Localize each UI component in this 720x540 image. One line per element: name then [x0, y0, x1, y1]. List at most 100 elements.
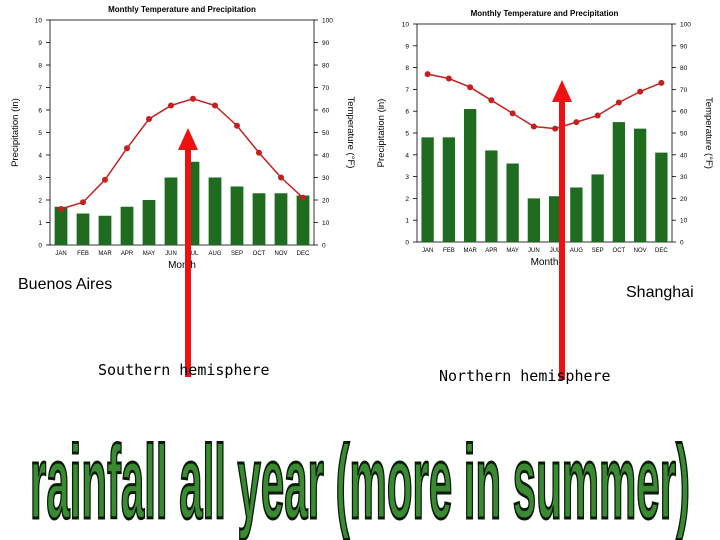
- y-tick-label: 10: [402, 22, 410, 29]
- temperature-point: [80, 199, 86, 206]
- y2-tick-label: 30: [322, 175, 330, 182]
- y2-tick-label: 10: [680, 218, 688, 225]
- y-tick-label: 1: [38, 220, 42, 227]
- y-tick-label: 2: [38, 198, 42, 205]
- y-tick-label: 5: [405, 131, 409, 138]
- plot-frame: [49, 19, 315, 246]
- x-tick-label: DEC: [655, 248, 668, 254]
- y-tick-label: 9: [38, 40, 42, 47]
- y-tick-label: 1: [405, 218, 409, 225]
- temperature-point: [168, 102, 174, 109]
- y-tick-label: 7: [405, 87, 409, 94]
- x-tick-label: AUG: [208, 251, 221, 257]
- temperature-point: [278, 174, 284, 181]
- precip-bar: [274, 193, 288, 245]
- y2-tick-label: 90: [322, 40, 330, 47]
- precip-bar: [570, 187, 583, 242]
- x-tick-label: MAR: [463, 248, 477, 254]
- y2-tick-label: 20: [322, 198, 330, 205]
- x-tick-label: OCT: [613, 248, 626, 254]
- x-tick-label: MAY: [506, 248, 519, 254]
- y2-tick-label: 40: [680, 152, 688, 159]
- precip-bar: [527, 198, 541, 242]
- x-tick-label: MAY: [143, 251, 156, 257]
- precip-bar: [76, 213, 90, 245]
- x-axis-label: Month: [168, 260, 196, 271]
- precip-bar: [591, 174, 604, 242]
- chart-title: Monthly Temperature and Precipitation: [471, 9, 619, 18]
- y2-axis-label: Temperature (°F): [345, 97, 356, 169]
- y2-tick-label: 80: [680, 65, 688, 72]
- y-tick-label: 8: [405, 65, 409, 72]
- x-tick-label: FEB: [443, 248, 455, 254]
- temperature-point: [658, 79, 665, 86]
- x-tick-label: FEB: [77, 251, 89, 257]
- precip-bar: [506, 163, 519, 242]
- temperature-point: [445, 75, 452, 82]
- temperature-point: [637, 88, 644, 95]
- x-tick-label: MAR: [98, 251, 112, 257]
- hemisphere-label-southern: Southern hemisphere: [98, 361, 270, 379]
- y2-tick-label: 30: [680, 174, 688, 181]
- precip-bar: [208, 177, 222, 245]
- temperature-point: [509, 110, 516, 117]
- precip-bar: [296, 195, 310, 245]
- x-tick-label: AUG: [570, 248, 583, 254]
- temperature-point: [615, 99, 622, 106]
- x-axis-label: Month: [531, 257, 559, 268]
- precip-bar: [612, 122, 626, 242]
- x-tick-label: NOV: [274, 251, 287, 257]
- y2-tick-label: 90: [680, 43, 688, 50]
- temperature-point: [124, 145, 130, 152]
- y-tick-label: 2: [405, 196, 409, 203]
- hemisphere-label-northern: Northern hemisphere: [439, 367, 611, 385]
- precip-bar: [186, 161, 200, 245]
- temperature-point: [594, 112, 601, 119]
- temperature-point: [58, 206, 64, 212]
- chart-buenos-aires: Monthly Temperature and Precipitation 0 1 2…: [0, 0, 360, 275]
- y2-tick-label: 60: [322, 108, 330, 115]
- city-label-shanghai: Shanghai: [626, 284, 694, 301]
- chart-svg: Monthly Temperature and Precipitation 0 1 2…: [376, 9, 714, 268]
- y-tick-label: 6: [405, 109, 409, 116]
- temperature-point: [300, 194, 306, 201]
- x-tick-label: SEP: [592, 248, 604, 254]
- y2-tick-label: 60: [680, 109, 688, 116]
- x-tick-label: JAN: [422, 248, 433, 254]
- city-label-buenos-aires: Buenos Aires: [18, 276, 113, 293]
- x-tick-label: DEC: [297, 251, 310, 257]
- y-tick-label: 7: [38, 85, 42, 92]
- precip-bar: [633, 128, 647, 242]
- y2-tick-label: 10: [322, 220, 330, 227]
- y2-tick-label: 70: [680, 87, 688, 94]
- precip-bar: [463, 109, 477, 243]
- y-tick-label: 9: [405, 43, 409, 50]
- y-tick-label: 4: [405, 152, 409, 159]
- temperature-point: [573, 119, 580, 126]
- x-tick-label: APR: [121, 251, 134, 257]
- y2-tick-label: 50: [322, 130, 330, 137]
- y2-tick-label: 40: [322, 153, 330, 160]
- temperature-point: [102, 176, 108, 183]
- x-tick-label: JAN: [55, 251, 66, 257]
- precip-bar: [485, 150, 498, 242]
- y2-tick-label: 70: [322, 85, 330, 92]
- y2-tick-label: 0: [680, 240, 684, 247]
- precip-bar: [230, 186, 244, 245]
- y2-tick-label: 50: [680, 131, 688, 138]
- precip-bar: [442, 137, 456, 242]
- x-tick-label: JUL: [188, 251, 199, 257]
- temperature-point: [467, 84, 474, 91]
- y-tick-label: 0: [405, 240, 409, 247]
- temperature-point: [146, 116, 152, 122]
- x-tick-label: NOV: [634, 248, 647, 254]
- temperature-point: [190, 95, 196, 102]
- precip-bar: [98, 215, 112, 245]
- x-tick-label: APR: [485, 248, 498, 254]
- y2-tick-label: 80: [322, 63, 330, 70]
- precip-bar: [421, 137, 434, 242]
- y2-tick-label: 20: [680, 196, 688, 203]
- y-axis-label: Precipitation (in): [376, 99, 387, 168]
- x-tick-label: JUL: [550, 248, 561, 254]
- plot-frame: [416, 23, 673, 243]
